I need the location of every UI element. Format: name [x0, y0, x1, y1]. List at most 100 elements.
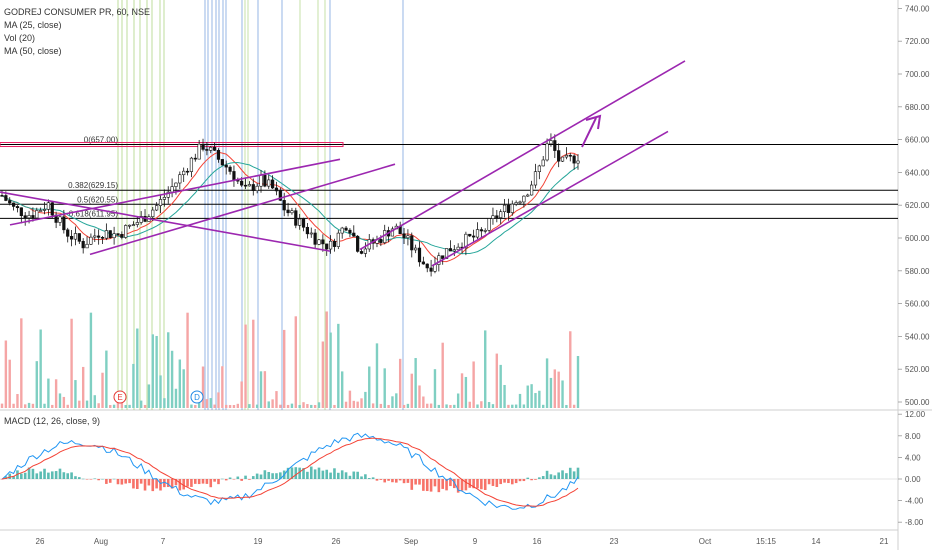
candle[interactable]	[514, 200, 518, 207]
candle[interactable]	[328, 235, 333, 254]
candle[interactable]	[491, 207, 495, 225]
candle[interactable]	[35, 207, 39, 220]
candle[interactable]	[421, 256, 425, 265]
candle[interactable]	[568, 152, 572, 162]
candle[interactable]	[402, 227, 406, 245]
candle[interactable]	[201, 138, 205, 152]
candle[interactable]	[487, 218, 491, 233]
candle[interactable]	[247, 181, 252, 187]
candle[interactable]	[530, 180, 534, 196]
candle[interactable]	[85, 236, 89, 249]
candle[interactable]	[54, 211, 58, 229]
candle[interactable]	[213, 142, 217, 152]
candle[interactable]	[410, 232, 414, 258]
candle[interactable]	[406, 229, 410, 246]
candle[interactable]	[522, 195, 526, 208]
candle[interactable]	[58, 214, 62, 227]
candle[interactable]	[309, 227, 313, 238]
candle[interactable]	[209, 145, 213, 154]
candle[interactable]	[251, 178, 255, 196]
candle[interactable]	[301, 217, 306, 232]
candle[interactable]	[271, 175, 275, 189]
candle[interactable]	[506, 198, 511, 221]
candle[interactable]	[541, 156, 545, 167]
candle[interactable]	[93, 228, 97, 242]
candle[interactable]	[178, 171, 182, 190]
candle[interactable]	[232, 165, 236, 187]
candle[interactable]	[77, 233, 81, 244]
candle[interactable]	[23, 212, 27, 226]
candle[interactable]	[336, 230, 340, 250]
candle[interactable]	[456, 243, 460, 251]
candle[interactable]	[352, 225, 356, 237]
event-marker[interactable]: D	[190, 390, 204, 404]
candle[interactable]	[224, 160, 228, 175]
candle[interactable]	[185, 168, 190, 176]
candle[interactable]	[81, 238, 85, 254]
candle[interactable]	[549, 133, 553, 147]
trend-channel-line[interactable]	[9, 158, 341, 226]
candle[interactable]	[356, 235, 360, 253]
candle[interactable]	[243, 177, 248, 190]
candle[interactable]	[348, 228, 352, 238]
candle[interactable]	[15, 205, 20, 213]
trend-channel-line[interactable]	[0, 191, 331, 252]
candle[interactable]	[553, 134, 557, 159]
candle[interactable]	[131, 221, 136, 226]
candle[interactable]	[533, 163, 538, 189]
candle[interactable]	[104, 223, 108, 241]
candle[interactable]	[363, 242, 367, 258]
candle[interactable]	[39, 207, 43, 212]
event-marker[interactable]: E	[113, 390, 127, 404]
candle[interactable]	[120, 231, 124, 240]
candle[interactable]	[286, 202, 290, 217]
candle[interactable]	[298, 213, 302, 230]
candle[interactable]	[274, 181, 279, 196]
candle[interactable]	[124, 224, 128, 239]
candle[interactable]	[479, 227, 483, 238]
candle[interactable]	[46, 199, 50, 216]
candle[interactable]	[189, 156, 194, 178]
candle[interactable]	[73, 226, 78, 246]
candle[interactable]	[305, 222, 309, 239]
candle[interactable]	[340, 226, 344, 239]
candle[interactable]	[344, 226, 348, 232]
candle[interactable]	[162, 189, 166, 207]
candle[interactable]	[452, 245, 456, 257]
candle[interactable]	[557, 143, 561, 168]
candle[interactable]	[564, 147, 569, 160]
candle[interactable]	[216, 148, 221, 163]
candle[interactable]	[499, 209, 503, 225]
candle[interactable]	[321, 234, 325, 252]
candle[interactable]	[228, 165, 232, 175]
candle[interactable]	[375, 235, 379, 248]
candle[interactable]	[483, 228, 487, 234]
legend-macd[interactable]: MACD (12, 26, close, 9)	[4, 416, 101, 426]
candle[interactable]	[332, 238, 337, 252]
candle[interactable]	[255, 183, 259, 194]
candle[interactable]	[317, 238, 321, 246]
candle[interactable]	[468, 233, 472, 238]
candle[interactable]	[464, 231, 468, 256]
trend-channel-line[interactable]	[359, 60, 686, 251]
candle[interactable]	[197, 139, 201, 160]
candle[interactable]	[448, 240, 453, 252]
candle[interactable]	[100, 236, 105, 244]
candle[interactable]	[560, 156, 565, 162]
candle[interactable]	[205, 141, 209, 156]
candle[interactable]	[69, 230, 74, 247]
candle[interactable]	[158, 195, 163, 214]
trend-channel-line[interactable]	[89, 163, 396, 256]
candle[interactable]	[398, 221, 402, 235]
candle[interactable]	[545, 138, 549, 162]
candle[interactable]	[135, 216, 139, 228]
candle[interactable]	[267, 174, 271, 189]
candle[interactable]	[518, 200, 522, 205]
candle[interactable]	[108, 230, 112, 239]
candle[interactable]	[510, 200, 514, 216]
candle[interactable]	[193, 153, 197, 162]
candle[interactable]	[11, 202, 16, 211]
candle[interactable]	[502, 199, 507, 218]
legend-ma25[interactable]: MA (25, close)	[4, 20, 62, 30]
candle[interactable]	[97, 229, 101, 245]
